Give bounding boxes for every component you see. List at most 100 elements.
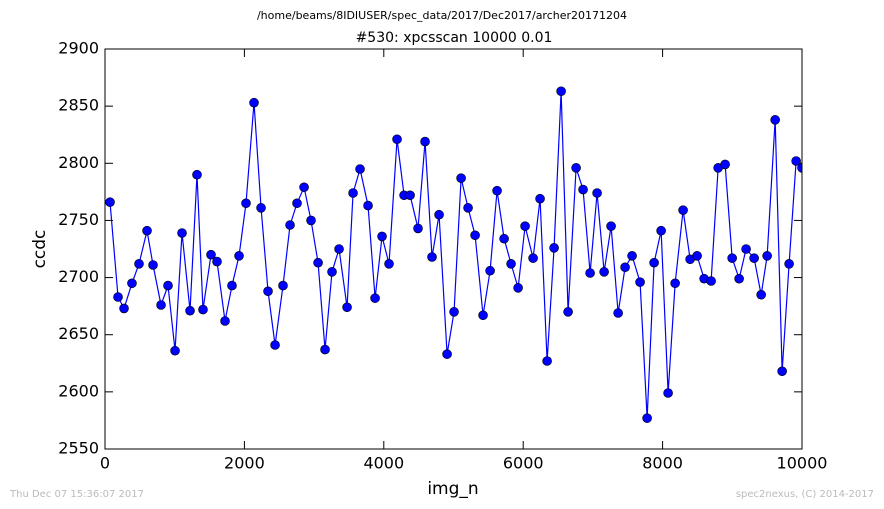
y-tick-label: 2750 bbox=[58, 210, 99, 229]
data-point bbox=[678, 205, 688, 215]
data-point bbox=[177, 228, 187, 238]
data-point bbox=[663, 388, 673, 398]
data-point bbox=[227, 280, 237, 291]
data-point bbox=[256, 203, 266, 213]
data-point bbox=[606, 221, 616, 231]
data-point bbox=[127, 278, 137, 289]
data-point bbox=[384, 259, 394, 269]
data-point bbox=[442, 349, 452, 359]
data-point bbox=[198, 304, 208, 315]
data-point bbox=[620, 262, 630, 273]
data-point bbox=[105, 197, 115, 207]
data-point bbox=[119, 303, 129, 314]
data-point bbox=[656, 225, 666, 236]
data-point bbox=[113, 292, 123, 302]
data-point bbox=[392, 134, 402, 145]
data-point bbox=[578, 184, 588, 195]
data-point bbox=[463, 203, 473, 213]
x-tick-label: 0 bbox=[100, 454, 110, 473]
data-point bbox=[212, 256, 222, 267]
y-tick-label: 2900 bbox=[58, 39, 99, 58]
data-point bbox=[313, 257, 323, 268]
y-tick-label: 2800 bbox=[58, 153, 99, 172]
chart-title: #530: xpcsscan 10000 0.01 bbox=[356, 30, 553, 46]
data-point bbox=[756, 289, 766, 300]
data-point bbox=[506, 259, 516, 269]
data-point bbox=[192, 169, 202, 180]
x-axis-label: img_n bbox=[427, 479, 478, 499]
data-point bbox=[292, 198, 302, 209]
data-point bbox=[306, 215, 316, 226]
data-point bbox=[670, 278, 680, 289]
data-point bbox=[413, 223, 423, 234]
data-point bbox=[592, 188, 602, 198]
data-point bbox=[727, 253, 737, 263]
data-point bbox=[613, 308, 623, 318]
data-point bbox=[513, 283, 523, 293]
data-point bbox=[749, 253, 759, 263]
data-point bbox=[241, 198, 251, 209]
data-point bbox=[405, 190, 415, 201]
x-tick-label: 10000 bbox=[777, 454, 828, 473]
x-tick-label: 2000 bbox=[224, 454, 265, 473]
plot-area bbox=[105, 86, 802, 423]
data-point bbox=[734, 273, 744, 284]
data-point bbox=[142, 225, 152, 236]
suptitle: /home/beams/8IDIUSER/spec_data/2017/Dec2… bbox=[257, 9, 627, 22]
data-point bbox=[520, 221, 530, 231]
data-point bbox=[185, 305, 195, 316]
data-point bbox=[220, 316, 230, 326]
data-point bbox=[355, 164, 365, 174]
data-point bbox=[627, 251, 637, 261]
data-point bbox=[784, 259, 794, 269]
data-point bbox=[720, 159, 730, 170]
data-point bbox=[299, 182, 309, 193]
data-point bbox=[427, 252, 437, 262]
data-point bbox=[270, 340, 280, 350]
data-point bbox=[348, 188, 358, 198]
data-point bbox=[571, 163, 581, 173]
data-line bbox=[109, 91, 802, 419]
data-point bbox=[485, 265, 495, 276]
data-point bbox=[599, 267, 609, 277]
y-tick-label: 2600 bbox=[58, 381, 99, 400]
data-point bbox=[542, 356, 552, 366]
footer-right: spec2nexus, (C) 2014-2017 bbox=[736, 489, 874, 500]
data-point bbox=[456, 173, 466, 183]
data-point bbox=[770, 115, 780, 125]
y-tick-label: 2850 bbox=[58, 96, 99, 115]
data-point bbox=[327, 267, 337, 277]
data-point bbox=[563, 307, 573, 317]
data-point bbox=[791, 156, 801, 166]
data-point bbox=[585, 268, 595, 278]
data-point bbox=[285, 220, 295, 230]
y-tick-label: 2650 bbox=[58, 324, 99, 343]
x-tick-label: 4000 bbox=[363, 454, 404, 473]
data-point bbox=[642, 413, 652, 423]
data-point bbox=[263, 286, 273, 297]
data-point bbox=[499, 233, 509, 244]
data-point bbox=[234, 251, 244, 261]
y-tick-label: 2550 bbox=[58, 439, 99, 458]
data-point bbox=[797, 163, 802, 173]
data-point bbox=[377, 231, 387, 242]
x-tick-label: 8000 bbox=[642, 454, 683, 473]
data-point bbox=[342, 302, 352, 313]
footer-left: Thu Dec 07 15:36:07 2017 bbox=[9, 489, 144, 500]
data-point bbox=[320, 344, 330, 355]
data-point bbox=[148, 260, 158, 270]
plot-frame bbox=[104, 48, 803, 450]
data-point bbox=[706, 276, 716, 286]
data-point bbox=[478, 310, 488, 321]
data-point bbox=[249, 97, 259, 108]
data-point bbox=[556, 86, 566, 97]
y-tick-label: 2700 bbox=[58, 267, 99, 286]
data-point bbox=[492, 185, 502, 196]
data-point bbox=[649, 257, 659, 268]
data-point bbox=[434, 209, 444, 220]
data-point bbox=[134, 259, 144, 269]
data-point bbox=[528, 253, 538, 263]
data-point bbox=[741, 244, 751, 254]
data-point bbox=[334, 244, 344, 254]
